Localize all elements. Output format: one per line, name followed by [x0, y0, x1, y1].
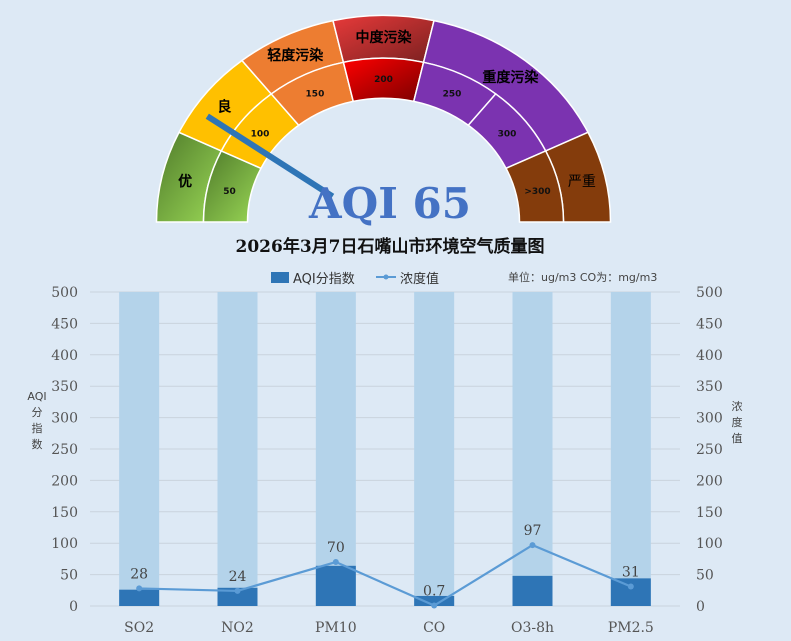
- y-left-tick-label: 100: [51, 536, 78, 552]
- background-bar: [414, 292, 455, 606]
- legend-bar-label: AQI分指数: [293, 272, 355, 287]
- x-tick-label: NO2: [221, 620, 254, 636]
- legend-line-label: 浓度值: [400, 271, 439, 287]
- y-left-tick-label: 0: [69, 599, 78, 615]
- x-tick-label: PM2.5: [608, 620, 654, 636]
- aqi-bar: [414, 595, 455, 606]
- gauge-scale-segment: [504, 149, 565, 223]
- x-tick-label: SO2: [124, 620, 154, 636]
- y-left-axis-title: AQI: [27, 390, 46, 403]
- gauge-category-label: 轻度污染: [267, 47, 324, 64]
- y-left-tick-label: 500: [51, 285, 78, 301]
- gauge-category-label: 优: [178, 173, 192, 190]
- y-right-axis-title: 浓: [732, 400, 743, 413]
- y-left-tick-label: 350: [51, 379, 78, 395]
- y-right-axis-title: 值: [732, 432, 743, 445]
- gauge-category-label: 重度污染: [482, 69, 539, 86]
- aqi-bar: [315, 565, 356, 606]
- y-right-tick-label: 100: [696, 536, 723, 552]
- y-right-tick-label: 350: [696, 379, 723, 395]
- gauge-scale-label: >300: [524, 187, 550, 197]
- gauge-category-label: 良: [217, 99, 231, 116]
- gauge-scale-label: 50: [223, 187, 236, 197]
- chart-title: 2026年3月7日石嘴山市环境空气质量图: [236, 236, 545, 257]
- gauge-category-label: 中度污染: [356, 29, 413, 46]
- y-right-tick-label: 450: [696, 316, 723, 332]
- y-left-tick-label: 300: [51, 411, 78, 427]
- background-bar: [217, 292, 258, 606]
- concentration-data-label: 70: [327, 540, 345, 556]
- background-bar: [119, 292, 160, 606]
- gauge-category-label: 严重: [568, 174, 596, 190]
- concentration-data-label: 0.7: [423, 584, 445, 600]
- concentration-data-label: 97: [524, 523, 542, 539]
- gauge-scale-label: 250: [443, 89, 462, 99]
- x-tick-label: CO: [423, 620, 445, 636]
- y-left-tick-label: 200: [51, 473, 78, 489]
- concentration-point: [431, 602, 438, 609]
- y-right-tick-label: 250: [696, 442, 723, 458]
- gauge-scale-label: 150: [306, 89, 325, 99]
- x-tick-label: PM10: [315, 620, 357, 636]
- gauge-scale-label: 300: [498, 129, 517, 139]
- y-left-tick-label: 50: [60, 568, 78, 584]
- background-bar: [610, 292, 651, 606]
- concentration-data-label: 28: [130, 566, 148, 582]
- unit-note: 单位：ug/m3 CO为：mg/m3: [508, 270, 657, 284]
- y-right-tick-label: 0: [696, 599, 705, 615]
- concentration-point: [529, 542, 536, 549]
- legend-bar-swatch: [271, 272, 289, 283]
- gauge-scale-label: 100: [251, 129, 270, 139]
- aqi-bar: [217, 587, 258, 606]
- y-left-axis-title: 数: [32, 438, 43, 451]
- concentration-point: [627, 583, 634, 590]
- y-left-tick-label: 400: [51, 348, 78, 364]
- legend-line-marker: [383, 274, 389, 280]
- background-bar: [512, 292, 553, 606]
- y-left-tick-label: 150: [51, 505, 78, 521]
- gauge-needle: [205, 113, 335, 199]
- background-bar: [315, 292, 356, 606]
- y-right-tick-label: 50: [696, 568, 714, 584]
- pollutant-chart: 0 0 50 50 100 100 150 150 200 200 250 250 300 300 350 3…: [27, 285, 742, 636]
- y-left-axis-title: 指: [32, 421, 43, 435]
- y-right-tick-label: 400: [696, 348, 723, 364]
- y-right-axis-title: 度: [732, 415, 743, 429]
- concentration-point: [136, 585, 143, 592]
- y-right-tick-label: 500: [696, 285, 723, 301]
- x-tick-label: O3-8h: [511, 620, 554, 636]
- aqi-value-label: AQI 65: [308, 179, 471, 228]
- y-right-tick-label: 150: [696, 505, 723, 521]
- concentration-data-label: 31: [622, 565, 640, 581]
- aqi-bar: [610, 578, 651, 606]
- aqi-bar: [119, 589, 160, 606]
- aqi-bar: [512, 575, 553, 606]
- legend: AQI分指数 浓度值 单位：ug/m3 CO为：mg/m3: [271, 270, 657, 287]
- gauge-scale-label: 200: [374, 75, 393, 85]
- concentration-point: [234, 587, 241, 594]
- y-right-tick-label: 300: [696, 411, 723, 427]
- concentration-line: [139, 543, 632, 607]
- y-right-tick-label: 200: [696, 473, 723, 489]
- y-left-tick-label: 450: [51, 316, 78, 332]
- y-left-axis-title: 分: [32, 406, 43, 419]
- concentration-point: [332, 559, 339, 566]
- y-left-tick-label: 250: [51, 442, 78, 458]
- concentration-data-label: 24: [229, 569, 247, 585]
